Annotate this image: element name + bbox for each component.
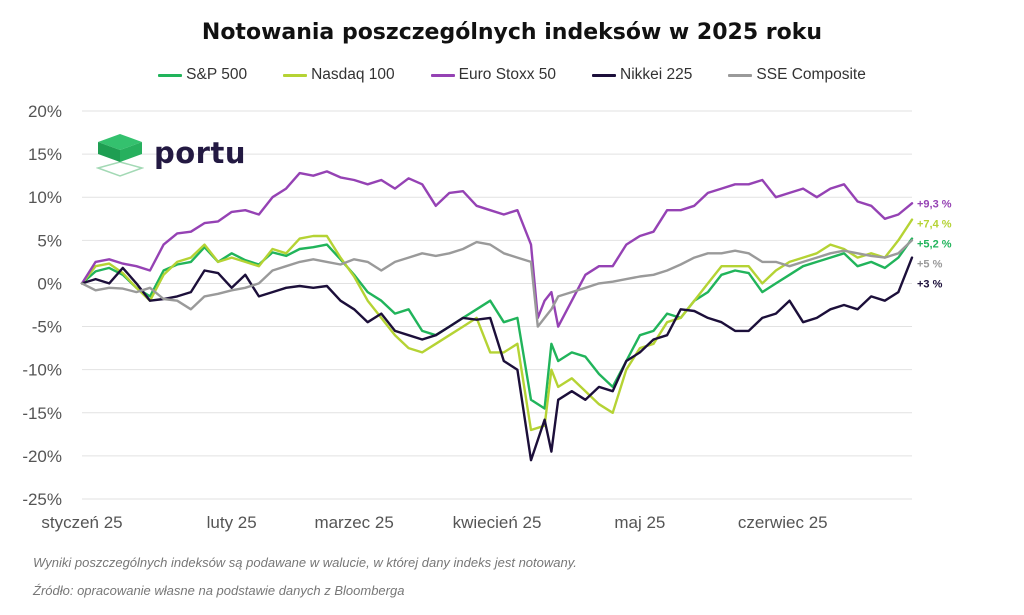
- legend-label-nikkei225: Nikkei 225: [620, 66, 693, 83]
- end-value-label: +3 %: [917, 278, 943, 290]
- y-tick-label: 0%: [37, 274, 62, 293]
- logo-wordmark: portu: [154, 136, 246, 170]
- x-tick-label: kwiecień 25: [453, 513, 542, 532]
- y-tick-label: -25%: [22, 490, 62, 509]
- legend-label-eurostoxx50: Euro Stoxx 50: [458, 66, 557, 83]
- y-tick-label: 10%: [28, 188, 62, 207]
- end-value-label: +5,2 %: [917, 238, 952, 250]
- y-tick-label: -20%: [22, 447, 62, 466]
- legend-swatch-sse-composite: [728, 73, 753, 77]
- series-line-euro-stoxx-50: [80, 170, 914, 328]
- legend-item-nasdaq100: Nasdaq 100: [283, 66, 395, 84]
- end-value-label: +7,4 %: [917, 218, 952, 230]
- legend-label-nasdaq100: Nasdaq 100: [311, 66, 395, 83]
- x-tick-label: marzec 25: [314, 513, 393, 532]
- x-tick-label: styczeń 25: [41, 513, 122, 532]
- footnote-source: Źródło: opracowanie własne na podstawie …: [33, 583, 405, 598]
- legend: S&P 500 Nasdaq 100 Euro Stoxx 50 Nikkei …: [0, 66, 1024, 84]
- legend-item-nikkei225: Nikkei 225: [592, 66, 692, 84]
- legend-swatch-eurostoxx50: [430, 73, 455, 77]
- legend-label-sp500: S&P 500: [186, 66, 248, 83]
- y-tick-label: 5%: [37, 231, 62, 250]
- series-line-sse-composite: [80, 239, 914, 328]
- legend-swatch-nasdaq100: [283, 73, 308, 77]
- end-value-label: +9,3 %: [917, 198, 952, 210]
- x-tick-label: czerwiec 25: [738, 513, 828, 532]
- end-value-label: +5 %: [917, 258, 943, 270]
- legend-item-eurostoxx50: Euro Stoxx 50: [430, 66, 557, 84]
- legend-item-sp500: S&P 500: [158, 66, 247, 84]
- footnote-currency: Wyniki poszczególnych indeksów są podawa…: [33, 555, 577, 570]
- x-tick-label: maj 25: [614, 513, 665, 532]
- series-line-s-p-500: [80, 237, 914, 410]
- legend-swatch-nikkei225: [592, 73, 617, 77]
- y-tick-label: -15%: [22, 404, 62, 423]
- portu-logo: portu: [96, 128, 246, 178]
- legend-label-sse-composite: SSE Composite: [756, 66, 866, 83]
- series-line-nikkei-225: [80, 256, 914, 462]
- legend-item-sse-composite: SSE Composite: [728, 66, 866, 84]
- y-tick-label: 15%: [28, 145, 62, 164]
- chart-title: Notowania poszczególnych indeksów w 2025…: [201, 20, 823, 45]
- x-tick-label: luty 25: [207, 513, 257, 532]
- y-tick-label: -10%: [22, 361, 62, 380]
- y-tick-label: 20%: [28, 102, 62, 121]
- legend-swatch-sp500: [158, 73, 183, 77]
- series-line-nasdaq-100: [80, 218, 914, 432]
- stacked-cube-logo-icon: [96, 134, 144, 177]
- y-tick-label: -5%: [32, 318, 62, 337]
